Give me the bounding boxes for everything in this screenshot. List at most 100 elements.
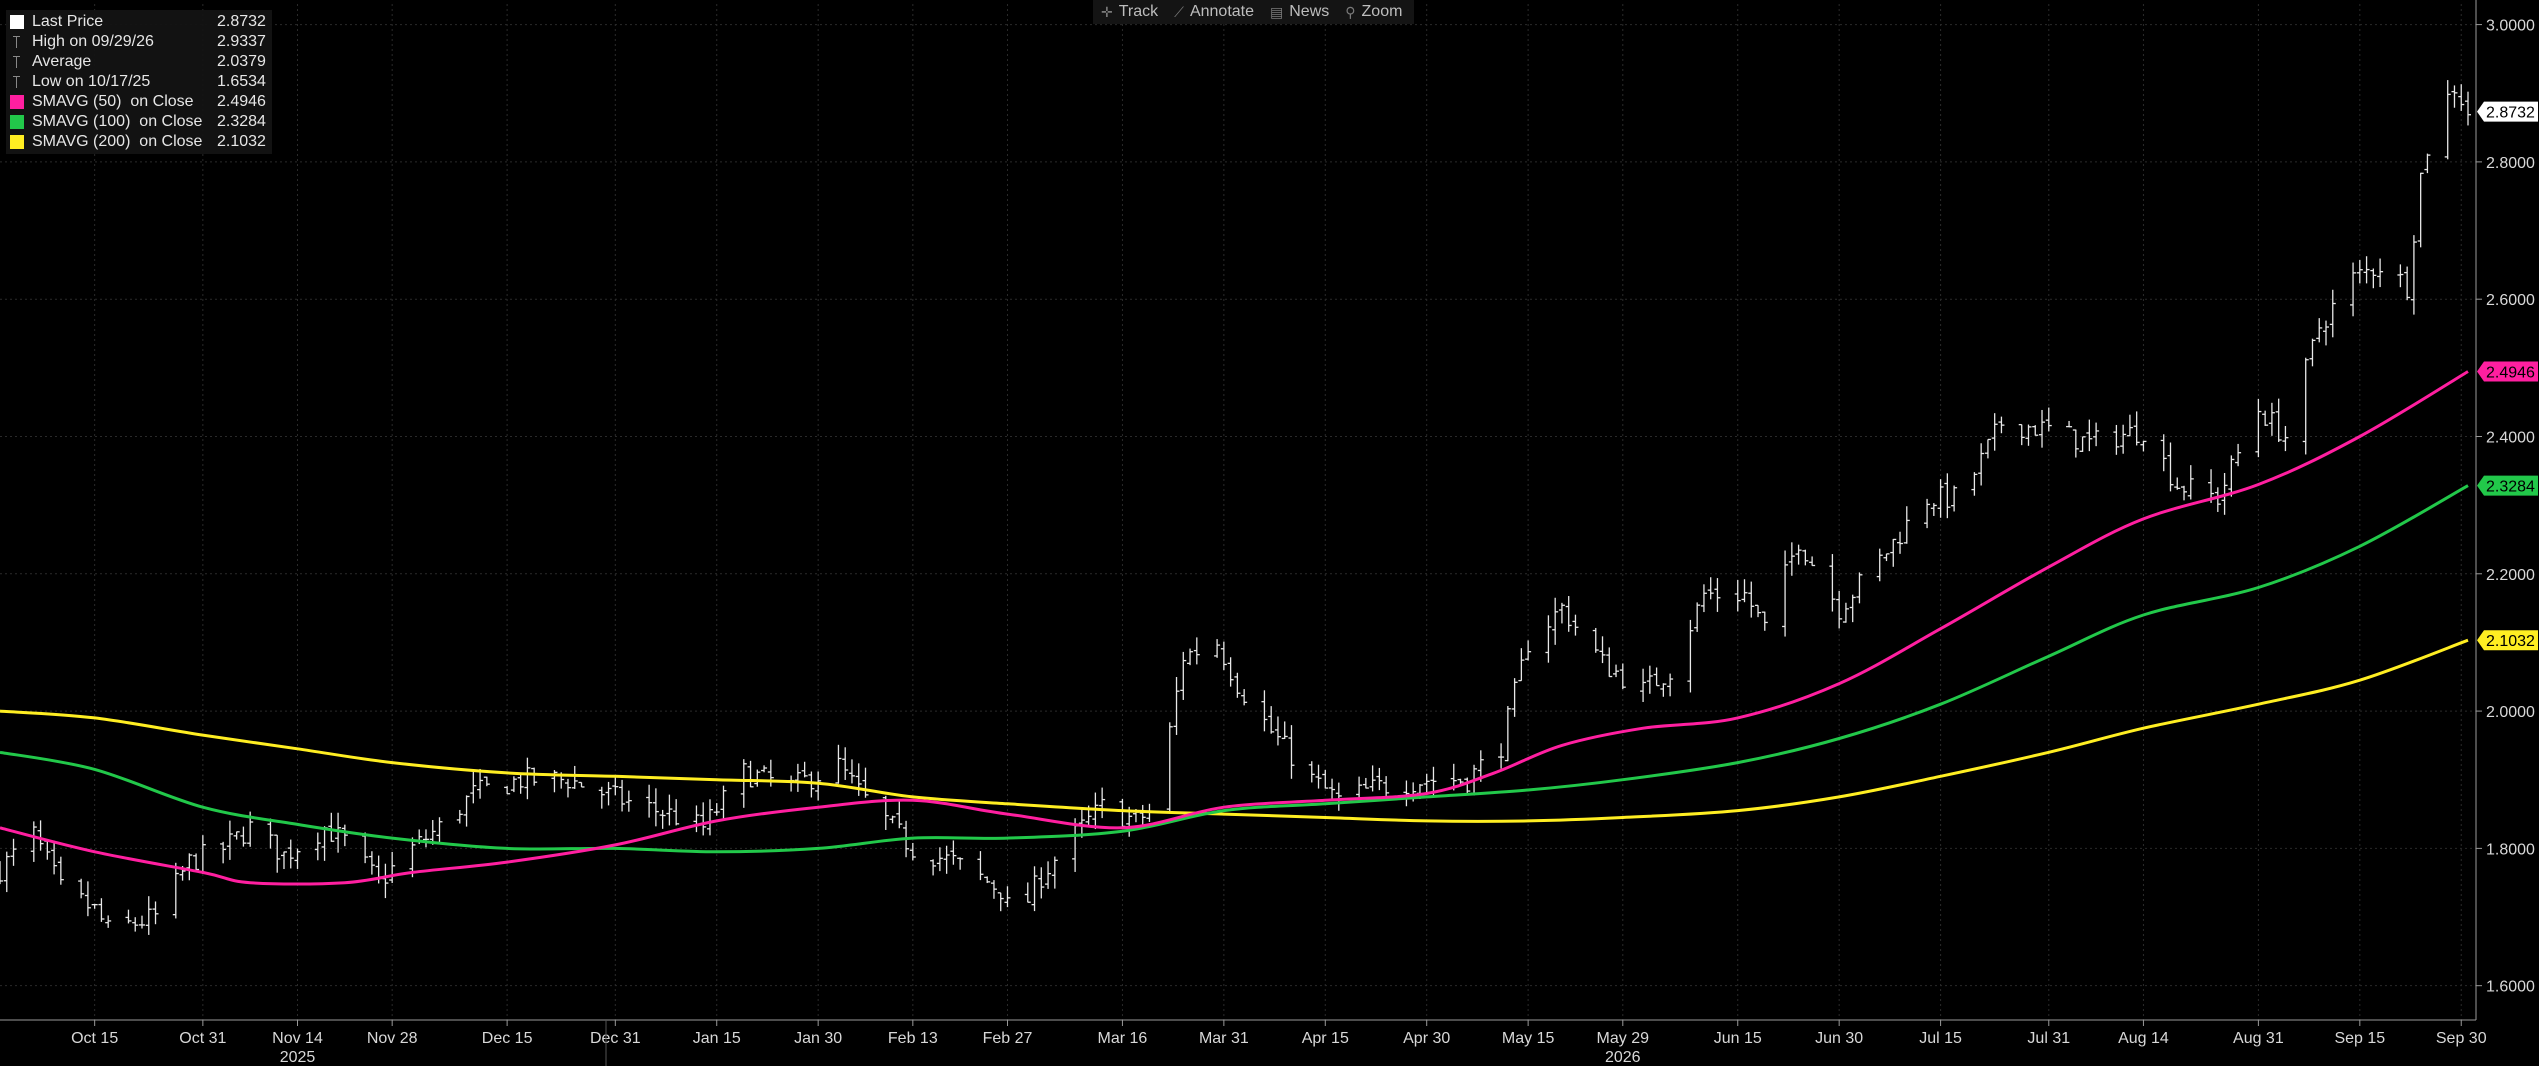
last-price-tag: 2.8732 — [2477, 101, 2538, 122]
x-tick-label: Sep 15 — [2334, 1030, 2385, 1047]
annotate-button[interactable]: ⟋ Annotate — [1174, 3, 1254, 21]
ohlc-bar — [990, 880, 997, 899]
ohlc-bar — [1193, 637, 1200, 665]
y-axis: 1.6000 1.8000 2.0000 2.2000 2.4000 2.6000 2.80… — [2475, 0, 2535, 1020]
legend-swatch — [10, 15, 24, 29]
ohlc-bar — [2370, 268, 2377, 289]
ohlc-bar — [1687, 619, 1694, 693]
ohlc-bar — [456, 809, 463, 824]
ohlc-bar — [1795, 544, 1802, 565]
ohlc-bar — [1464, 777, 1471, 795]
legend-item-smavg-100[interactable]: SMAVG (100) on Close 2.3284 — [10, 112, 266, 132]
ohlc-bar — [328, 812, 335, 842]
zoom-label: Zoom — [1361, 3, 1403, 20]
legend-item-smavg-200[interactable]: SMAVG (200) on Close 2.1032 — [10, 132, 266, 152]
legend-item-low[interactable]: Low on 10/17/25 1.6534 — [10, 72, 266, 92]
ohlc-bar — [1592, 627, 1599, 653]
x-tick-label: Sep 30 — [2436, 1030, 2487, 1047]
ohlc-bar — [91, 903, 98, 909]
ohlc-bar — [2133, 411, 2140, 446]
legend-item-high[interactable]: High on 09/29/26 2.9337 — [10, 32, 266, 52]
legend-value: 2.4946 — [217, 93, 266, 110]
legend-label: SMAVG (100) on Close — [32, 113, 203, 130]
zoom-button[interactable]: ⚲ Zoom — [1345, 3, 1402, 21]
news-button[interactable]: ▤ News — [1270, 3, 1329, 21]
ohlc-bar — [801, 761, 808, 778]
legend-item-average[interactable]: Average 2.0379 — [10, 52, 266, 72]
ohlc-bar — [1214, 639, 1221, 658]
ohlc-bar — [1890, 538, 1897, 567]
legend-value: 2.0379 — [217, 53, 266, 70]
x-tick-label: Jul 15 — [1919, 1030, 1962, 1047]
ohlc-bar — [2282, 425, 2289, 452]
legend-item-smavg-50[interactable]: SMAVG (50) on Close 2.4946 — [10, 92, 266, 112]
track-button[interactable]: ✛ Track — [1101, 3, 1158, 21]
ohlc-bar — [1383, 776, 1390, 800]
ohlc-bar — [2113, 424, 2120, 455]
ohlc-bar — [2045, 407, 2052, 432]
ohlc-bar — [1572, 614, 1579, 636]
x-tick-label: Oct 31 — [179, 1030, 226, 1047]
ohlc-bar — [1180, 651, 1187, 700]
ohlc-bar — [226, 820, 233, 860]
ohlc-bar — [673, 799, 680, 826]
ohlc-bar — [294, 848, 301, 869]
ohlc-bar — [2235, 443, 2242, 467]
ohlc-bar — [1045, 861, 1052, 889]
ohlc-bar — [2214, 487, 2221, 512]
ohlc-bar — [287, 839, 294, 869]
ohlc-bar — [2323, 320, 2330, 346]
ohlc-bar — [1829, 554, 1836, 612]
ohlc-bar — [2458, 84, 2465, 111]
ohlc-bar — [1518, 648, 1525, 682]
ohlc-bar — [2039, 409, 2046, 448]
ohlc-bar — [504, 786, 511, 795]
ohlc-bar — [1755, 604, 1762, 618]
ohlc-bar — [612, 776, 619, 796]
ohlc-bar — [1525, 640, 1532, 661]
ohlc-bar — [280, 851, 287, 870]
ohlc-bar — [1227, 657, 1234, 687]
ohlc-bar — [2329, 289, 2336, 338]
ohlc-bar — [997, 892, 1004, 912]
ohlc-bar — [0, 861, 3, 885]
legend-value: 1.6534 — [217, 73, 266, 90]
smavg-100-tag: 2.3284 — [2477, 475, 2538, 496]
x-year-label: 2026 — [1605, 1049, 1641, 1066]
legend-item-last-price[interactable]: Last Price 2.8732 — [10, 12, 266, 32]
ohlc-bar — [1329, 778, 1336, 800]
ohlc-bar — [78, 878, 85, 899]
ohlc-bar — [700, 802, 707, 836]
ohlc-bar — [2275, 398, 2282, 442]
ohlc-bar — [1782, 550, 1789, 637]
ohlc-bar — [2451, 85, 2458, 108]
ohlc-bar — [1599, 636, 1606, 664]
legend-value: 2.1032 — [217, 133, 266, 150]
ohlc-bar — [1335, 782, 1342, 811]
ohlc-bar — [152, 901, 159, 925]
ohlc-bar — [2424, 153, 2431, 174]
ohlc-bar — [2208, 469, 2215, 503]
ohlc-bar — [605, 781, 612, 806]
high-marker-icon — [10, 35, 24, 49]
ohlc-bar — [1748, 581, 1755, 618]
ohlc-bar — [1646, 665, 1653, 694]
ohlc-bar — [842, 747, 849, 780]
ohlc-bar — [1288, 725, 1295, 779]
ohlc-bar — [30, 821, 37, 862]
ohlc-bar — [835, 744, 842, 784]
smavg-50-line — [0, 370, 2469, 886]
ohlc-bar — [2350, 262, 2357, 317]
ohlc-bar — [2174, 477, 2181, 490]
ohlc-bar — [936, 847, 943, 872]
x-tick-label: Apr 15 — [1302, 1030, 1349, 1047]
x-tick-label: Nov 14 — [272, 1030, 323, 1047]
legend-label: Average — [32, 53, 92, 70]
ohlc-bar — [1322, 769, 1329, 789]
ohlc-bar — [1051, 856, 1058, 889]
ohlc-bar — [2072, 429, 2079, 458]
x-tick-label: Mar 31 — [1199, 1030, 1249, 1047]
ohlc-bar — [274, 834, 281, 873]
ohlc-bar — [1078, 808, 1085, 838]
